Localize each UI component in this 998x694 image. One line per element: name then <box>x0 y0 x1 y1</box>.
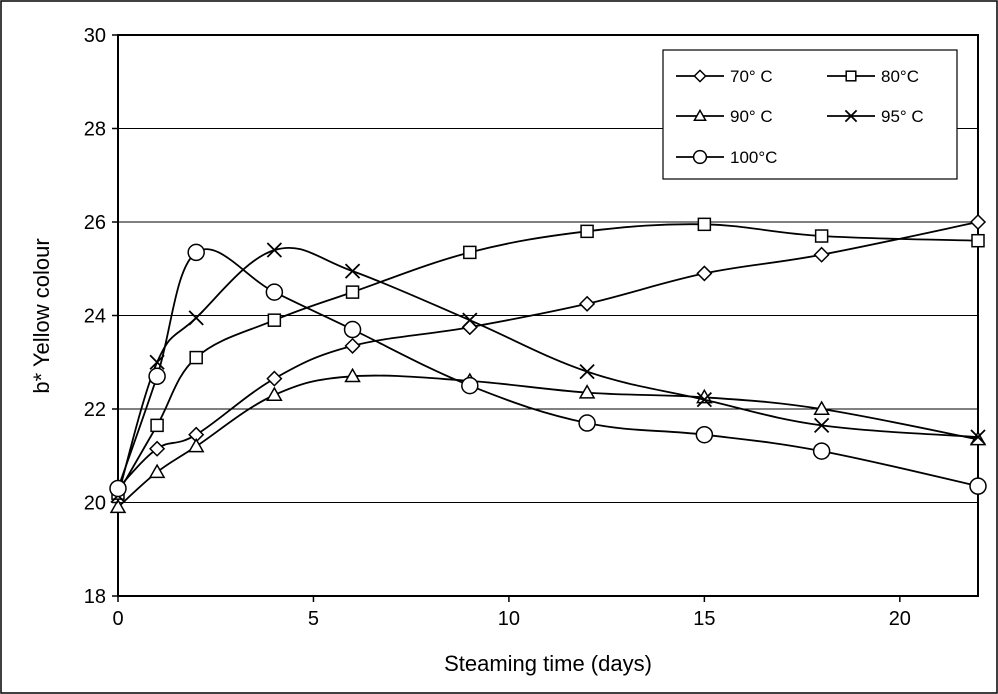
data-point-5-4 <box>343 320 362 339</box>
data-point-4-7 <box>696 392 713 408</box>
data-point-2-1 <box>150 418 164 433</box>
x-tick-label-5: 5 <box>308 608 319 630</box>
legend-label-2: 80°C <box>881 67 919 86</box>
data-point-5-8 <box>812 442 831 460</box>
data-point-4-8 <box>813 417 830 433</box>
x-axis-title: Steaming time (days) <box>444 651 652 676</box>
legend-item-3: 90° C <box>676 107 773 126</box>
y-tick-label-30: 30 <box>84 25 106 47</box>
legend-label-5: 100°C <box>730 148 777 167</box>
data-point-2-7 <box>697 217 712 232</box>
data-point-5-0 <box>109 479 127 498</box>
data-point-2-6 <box>580 224 594 239</box>
x-tick-label-15: 15 <box>693 608 715 630</box>
data-point-4-2 <box>188 310 204 326</box>
data-point-5-1 <box>148 367 166 386</box>
data-point-1-6 <box>579 295 596 312</box>
data-point-5-3 <box>265 283 284 301</box>
legend-item-2: 80°C <box>827 67 919 86</box>
data-point-4-3 <box>266 242 283 258</box>
data-point-1-4 <box>344 337 361 354</box>
data-point-3-0 <box>109 498 127 514</box>
data-point-3-1 <box>148 463 166 479</box>
data-point-3-4 <box>344 367 361 383</box>
legend-item-4: 95° C <box>827 107 924 126</box>
legend-label-3: 90° C <box>730 107 773 126</box>
legend-marker-4 <box>844 109 858 123</box>
legend-label-4: 95° C <box>881 107 924 126</box>
data-point-1-9 <box>969 213 987 231</box>
data-point-3-3 <box>266 386 283 401</box>
x-tick-label-20: 20 <box>889 608 911 630</box>
data-point-2-8 <box>814 229 829 243</box>
series-line-2 <box>117 223 979 494</box>
legend-marker-5 <box>692 149 708 165</box>
data-point-4-6 <box>579 363 595 380</box>
data-point-5-6 <box>578 414 596 432</box>
series-layer <box>109 213 987 514</box>
y-tick-label-22: 22 <box>84 399 106 421</box>
data-point-2-2 <box>189 350 203 365</box>
legend-label-1: 70° C <box>730 67 773 86</box>
legend-marker-2 <box>845 70 857 82</box>
data-point-5-9 <box>969 477 987 495</box>
series-line-4 <box>117 246 979 496</box>
data-point-5-7 <box>695 425 714 444</box>
data-point-1-3 <box>266 370 283 387</box>
data-point-4-5 <box>462 312 478 328</box>
y-axis-title: b* Yellow colour <box>29 238 54 393</box>
legend-item-1: 70° C <box>676 67 773 86</box>
data-point-4-4 <box>344 263 361 279</box>
legend: 70° C 80°C 90° C 95° C 100°C <box>662 49 958 180</box>
axis-ticks: 18 20 22 24 26 28 30 0 5 10 15 20 <box>84 25 911 630</box>
y-tick-label-18: 18 <box>84 586 106 608</box>
y-tick-label-28: 28 <box>84 119 106 141</box>
data-point-3-6 <box>578 384 596 399</box>
data-point-2-4 <box>345 285 360 299</box>
data-point-1-7 <box>696 265 713 282</box>
legend-marker-3 <box>693 108 707 121</box>
series-line-5 <box>117 248 979 489</box>
data-point-4-9 <box>970 429 986 445</box>
data-point-1-1 <box>149 440 166 457</box>
data-point-2-9 <box>971 233 985 248</box>
data-point-2-3 <box>267 313 282 327</box>
data-point-3-8 <box>813 400 830 415</box>
data-point-3-2 <box>187 437 205 453</box>
legend-item-5: 100°C <box>676 148 777 167</box>
x-tick-label-0: 0 <box>112 608 123 630</box>
series-5 <box>109 243 987 498</box>
legend-marker-1 <box>693 69 707 83</box>
y-tick-label-20: 20 <box>84 493 106 515</box>
data-point-5-5 <box>461 376 479 395</box>
data-point-5-2 <box>187 243 205 262</box>
data-point-1-8 <box>813 246 830 263</box>
y-tick-label-24: 24 <box>84 306 106 328</box>
data-point-2-5 <box>463 245 477 260</box>
x-tick-label-10: 10 <box>498 608 520 630</box>
y-tick-label-26: 26 <box>84 212 106 234</box>
